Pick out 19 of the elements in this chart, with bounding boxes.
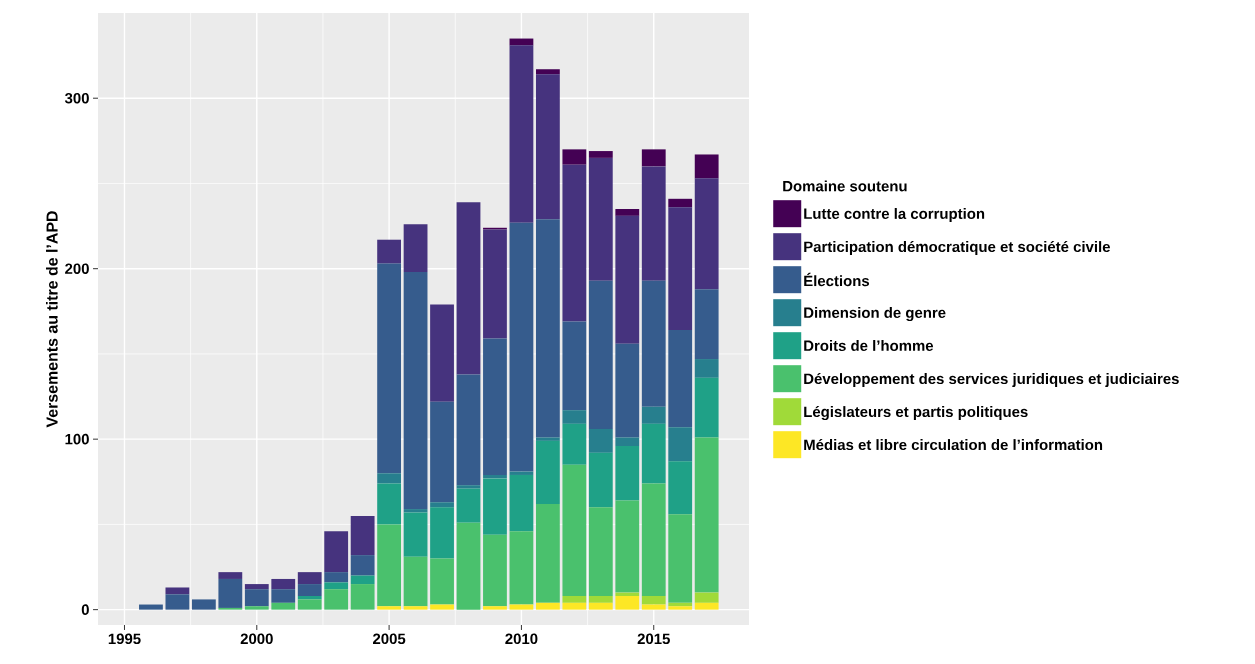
legend-label: Lutte contre la corruption <box>804 208 985 222</box>
legend-title: Domaine soutenu <box>783 180 907 192</box>
y-tick-label: 300 <box>64 92 89 104</box>
x-tick-label: 2005 <box>373 633 406 645</box>
legend-label: Participation démocratique et société civile <box>804 240 1110 256</box>
legend-label: Développement des services juridiques et judiciaires <box>804 372 1179 388</box>
x-tick-label: 1995 <box>108 633 141 645</box>
legend-label: Droits de l’homme <box>804 340 934 351</box>
y-tick-label: 200 <box>65 263 89 274</box>
legend-label: Élections <box>804 272 870 287</box>
x-tick-label: 2015 <box>637 633 670 645</box>
legend-label: Médias et libre circulation de l’information <box>804 438 1103 451</box>
y-tick-label: 100 <box>65 433 89 445</box>
x-tick-label: 2000 <box>240 633 273 645</box>
legend-label: Dimension de genre <box>804 307 946 322</box>
legend-label: Législateurs et partis politiques <box>804 405 1028 421</box>
y-tick-label: 0 <box>81 604 89 615</box>
y-axis-title: Versements au titre de l’APD <box>46 211 58 428</box>
x-tick-label: 2010 <box>505 633 538 645</box>
